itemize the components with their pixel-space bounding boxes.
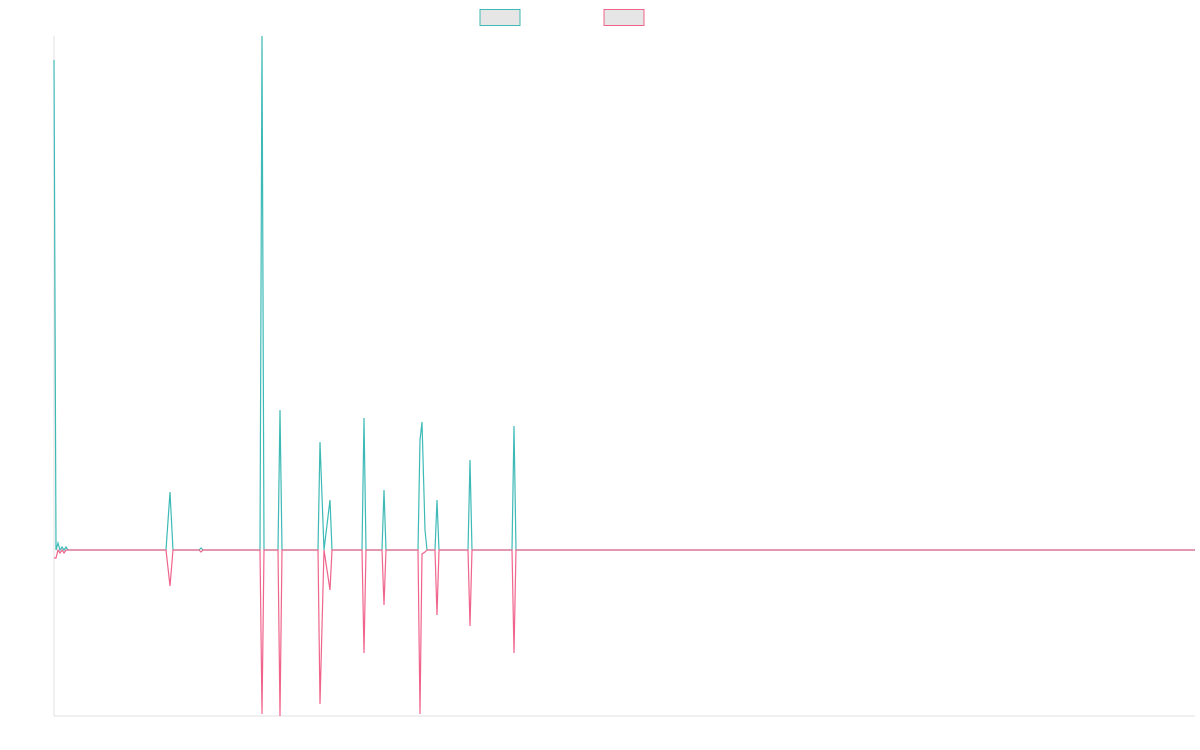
series-line xyxy=(54,548,1195,717)
series-line xyxy=(53,35,1195,552)
legend-swatch[interactable] xyxy=(479,9,521,26)
legend-swatch[interactable] xyxy=(603,9,645,26)
